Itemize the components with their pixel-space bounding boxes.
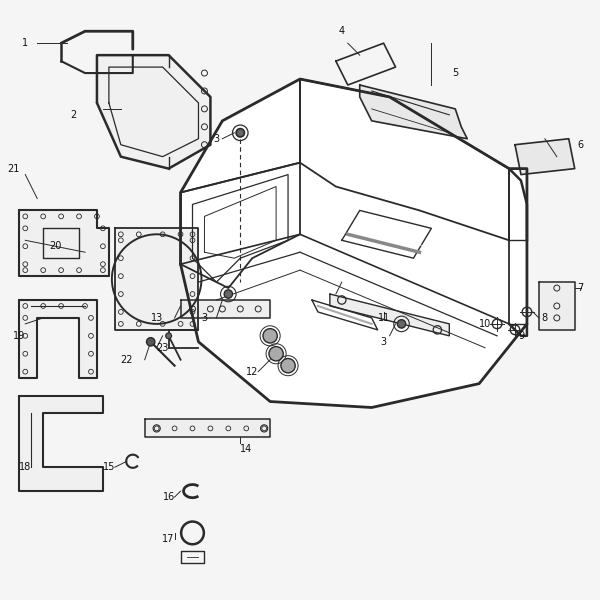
Text: 16: 16 — [163, 492, 175, 502]
Text: 3: 3 — [380, 337, 386, 347]
Circle shape — [281, 359, 295, 373]
Polygon shape — [145, 419, 270, 437]
Text: 10: 10 — [479, 319, 491, 329]
Polygon shape — [539, 282, 575, 330]
Text: 14: 14 — [240, 445, 253, 454]
Text: 17: 17 — [163, 534, 175, 544]
Circle shape — [146, 338, 155, 346]
Polygon shape — [19, 395, 103, 491]
Polygon shape — [360, 85, 467, 139]
Text: 12: 12 — [246, 367, 259, 377]
Text: 6: 6 — [578, 140, 584, 150]
Text: 18: 18 — [19, 462, 31, 472]
Text: 22: 22 — [121, 355, 133, 365]
Circle shape — [397, 320, 406, 328]
Text: 9: 9 — [518, 331, 524, 341]
Polygon shape — [115, 229, 199, 330]
Text: 11: 11 — [377, 313, 390, 323]
Text: 7: 7 — [578, 283, 584, 293]
Circle shape — [236, 128, 244, 137]
Text: 4: 4 — [339, 26, 345, 36]
Text: 3: 3 — [202, 313, 208, 323]
Polygon shape — [330, 294, 449, 336]
Polygon shape — [19, 300, 97, 377]
Text: 23: 23 — [157, 343, 169, 353]
Text: 8: 8 — [542, 313, 548, 323]
Text: 13: 13 — [151, 313, 163, 323]
Circle shape — [166, 333, 172, 339]
Text: 2: 2 — [70, 110, 76, 120]
Polygon shape — [181, 79, 527, 407]
Polygon shape — [181, 300, 270, 318]
Text: 1: 1 — [22, 38, 28, 48]
Text: 5: 5 — [452, 68, 458, 78]
Text: 15: 15 — [103, 462, 115, 472]
Circle shape — [269, 347, 283, 361]
Circle shape — [263, 329, 277, 343]
Text: 21: 21 — [7, 164, 20, 173]
Text: 20: 20 — [49, 241, 61, 251]
Polygon shape — [515, 139, 575, 175]
Text: 3: 3 — [214, 134, 220, 144]
Text: 19: 19 — [13, 331, 25, 341]
Polygon shape — [19, 211, 109, 276]
Polygon shape — [97, 55, 211, 169]
Circle shape — [224, 290, 233, 298]
